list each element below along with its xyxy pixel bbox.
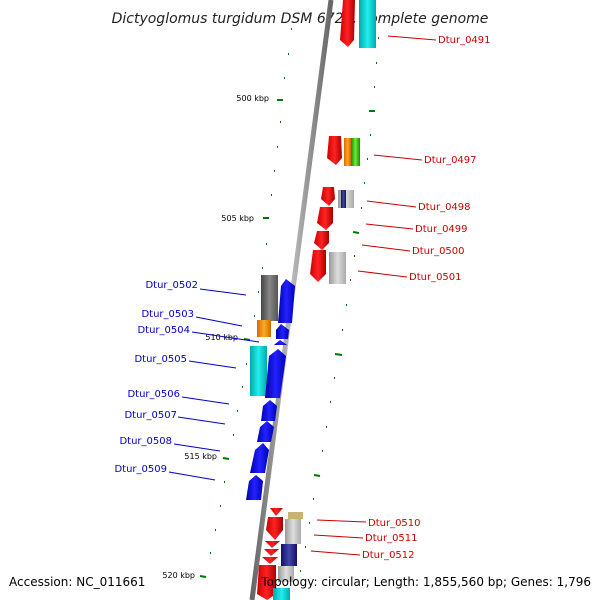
gene-label[interactable]: Dtur_0508 <box>119 436 172 447</box>
gene-label[interactable]: Dtur_0505 <box>134 354 187 365</box>
gene-arrow[interactable] <box>265 349 286 398</box>
gene-label[interactable]: Dtur_0504 <box>137 325 190 336</box>
kbp-label: 505 kbp <box>221 214 254 223</box>
gene-label[interactable]: Dtur_0497 <box>424 155 477 166</box>
gene-label[interactable]: Dtur_0512 <box>362 550 415 561</box>
gene-label[interactable]: Dtur_0503 <box>141 309 194 320</box>
forward-gene-labels <box>310 35 437 556</box>
gene-feature-cyan[interactable] <box>359 0 376 48</box>
tick-track-left <box>199 28 292 578</box>
gene-arrow[interactable] <box>246 475 263 500</box>
forward-strand-track <box>257 0 376 600</box>
gene-label[interactable]: Dtur_0506 <box>127 389 180 400</box>
gene-label[interactable]: Dtur_0509 <box>114 464 167 475</box>
gene-label[interactable]: Dtur_0511 <box>365 533 418 544</box>
gene-feature-dark[interactable] <box>261 275 278 321</box>
kbp-label: 510 kbp <box>205 333 238 342</box>
gene-arrow[interactable] <box>310 250 326 282</box>
gene-label[interactable]: Dtur_0510 <box>368 518 421 529</box>
gene-arrow[interactable] <box>317 207 333 230</box>
label-leader <box>191 331 260 343</box>
gene-arrow[interactable] <box>265 541 280 548</box>
label-leader <box>387 35 437 41</box>
label-leader <box>316 519 367 523</box>
gene-label[interactable]: Dtur_0498 <box>418 202 471 213</box>
kbp-label: 520 kbp <box>162 571 195 580</box>
label-leader <box>168 471 216 481</box>
gene-label[interactable]: Dtur_0501 <box>409 272 462 283</box>
gene-arrow[interactable] <box>262 557 278 564</box>
gene-feature-navy[interactable] <box>341 190 346 208</box>
gene-feature-navy[interactable] <box>281 544 297 566</box>
accession-text: Accession: NC_011661 <box>9 575 145 589</box>
reverse-strand-track <box>246 275 295 500</box>
gene-arrow[interactable] <box>274 340 287 345</box>
gene-arrow[interactable] <box>340 0 355 47</box>
gene-arrow[interactable] <box>314 231 329 250</box>
gene-arrow[interactable] <box>266 517 283 540</box>
label-leader <box>373 154 423 161</box>
label-leader <box>188 360 237 369</box>
gene-feature-orange[interactable] <box>257 320 271 337</box>
label-leader <box>173 443 221 452</box>
gene-arrow[interactable] <box>321 187 335 206</box>
genome-title: Dictyoglomus turgidum DSM 6724, complete… <box>112 11 489 27</box>
label-leader <box>177 416 226 425</box>
gene-label[interactable]: Dtur_0500 <box>412 246 465 257</box>
gene-feature-khaki[interactable] <box>288 512 303 519</box>
gene-arrow[interactable] <box>327 136 342 165</box>
gene-label[interactable]: Dtur_0491 <box>438 35 491 46</box>
gene-arrow[interactable] <box>264 549 279 556</box>
gene-feature-gray[interactable] <box>278 566 294 582</box>
gene-arrow[interactable] <box>276 324 289 339</box>
label-leader <box>361 244 411 252</box>
label-leader <box>313 534 364 539</box>
gene-label[interactable]: Dtur_0502 <box>145 280 198 291</box>
label-leader <box>310 550 361 556</box>
gene-arrow[interactable] <box>270 508 283 516</box>
gene-feature-green[interactable] <box>351 138 360 166</box>
gene-arrow[interactable] <box>261 400 277 421</box>
label-leader <box>195 316 243 327</box>
gene-feature-cyan[interactable] <box>273 588 290 600</box>
gene-arrow[interactable] <box>250 443 269 473</box>
gene-feature-gray[interactable] <box>329 252 346 284</box>
gene-label[interactable]: Dtur_0507 <box>124 410 177 421</box>
reverse-gene-labels <box>168 288 260 481</box>
tick-track-right <box>300 37 379 572</box>
label-leader <box>357 270 408 278</box>
label-leader <box>199 288 247 296</box>
gene-label[interactable]: Dtur_0499 <box>415 224 468 235</box>
label-leader <box>366 200 417 208</box>
label-leader <box>181 396 230 405</box>
gene-arrow[interactable] <box>257 421 274 442</box>
gene-arrow[interactable] <box>257 565 276 600</box>
gene-feature-cyan[interactable] <box>250 346 267 396</box>
kbp-label: 500 kbp <box>236 94 269 103</box>
topology-text: Topology: circular; Length: 1,855,560 bp… <box>260 575 591 589</box>
gene-feature-orange[interactable] <box>344 138 351 166</box>
label-leader <box>365 223 414 230</box>
gene-arrow[interactable] <box>278 279 295 323</box>
gene-feature-gray[interactable] <box>285 519 301 544</box>
kbp-label: 515 kbp <box>184 452 217 461</box>
